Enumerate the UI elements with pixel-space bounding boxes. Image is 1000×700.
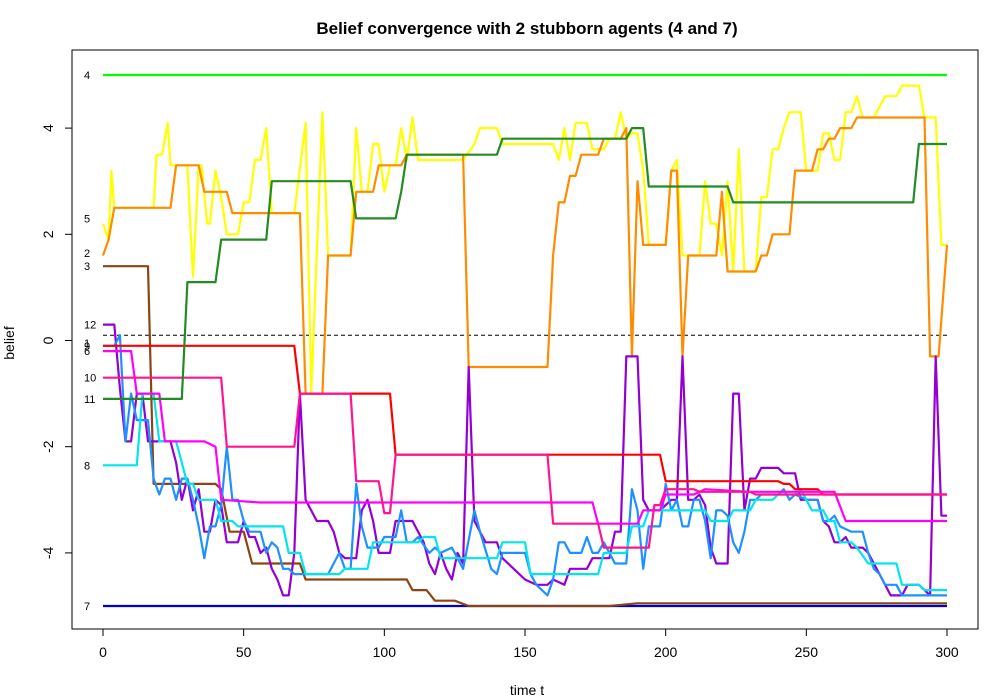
- agent-label: 10: [84, 373, 96, 385]
- x-tick-label: 200: [654, 644, 678, 660]
- x-tick-label: 0: [99, 644, 107, 660]
- agent-label: 2: [84, 248, 90, 260]
- x-tick-label: 300: [935, 644, 959, 660]
- axes-layer: 0 50 100 150 200 250 300 -4 -2 0 2 4: [40, 124, 959, 660]
- chart-title: Belief convergence with 2 stubborn agent…: [316, 19, 737, 38]
- x-tick-label: 150: [513, 644, 537, 660]
- x-tick-label: 250: [795, 644, 819, 660]
- y-tick-label: 4: [40, 124, 56, 132]
- y-tick-label: -2: [40, 440, 56, 453]
- agent-label: 3: [84, 261, 90, 273]
- series-line-agent-2: [101, 116, 949, 395]
- series-line-agent-10: [103, 376, 947, 549]
- agent-label: 1: [84, 338, 90, 350]
- series-line-agent-5: [101, 84, 947, 395]
- agent-label: 7: [84, 601, 90, 613]
- series-layer: [101, 73, 949, 608]
- x-tick-label: 100: [373, 644, 397, 660]
- agent-labels-layer: 4 5 23 12 196 10 11 8 7: [84, 70, 96, 613]
- y-axis-label: belief: [1, 326, 17, 360]
- agent-label: 8: [84, 460, 90, 472]
- agent-label: 5: [84, 213, 90, 225]
- agent-label: 6: [84, 346, 90, 358]
- agent-label: 4: [84, 70, 90, 82]
- series-line-agent-8: [103, 392, 947, 592]
- agent-label: 12: [84, 320, 96, 332]
- y-tick-label: 2: [40, 230, 56, 238]
- agent-label: 11: [84, 394, 95, 406]
- series-line-agent-6: [103, 350, 947, 525]
- series-line-agent-12: [103, 323, 947, 597]
- y-tick-label: -4: [40, 546, 56, 559]
- y-tick-label: 0: [40, 336, 56, 344]
- x-tick-label: 50: [236, 644, 252, 660]
- series-line-agent-11: [103, 127, 947, 400]
- agent-label: 9: [84, 341, 90, 353]
- x-axis-label: time t: [510, 682, 544, 698]
